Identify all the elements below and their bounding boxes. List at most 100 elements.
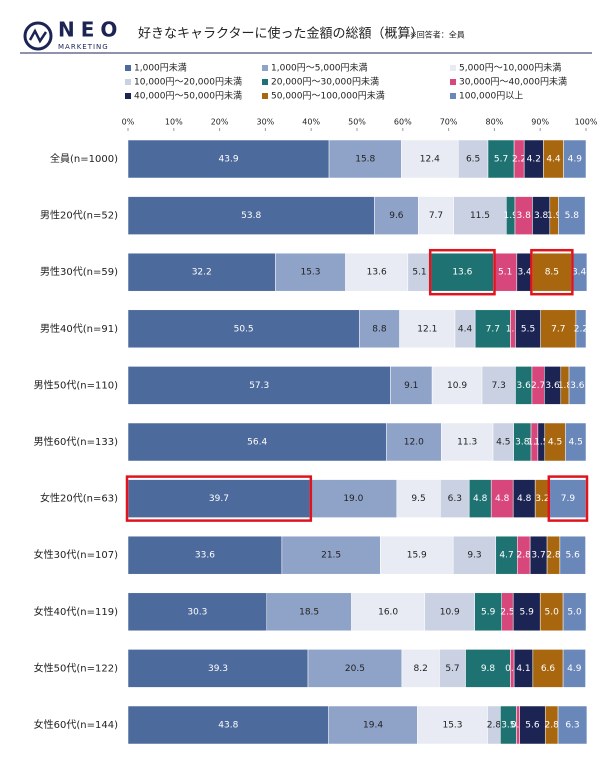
data-label: 3.7 — [531, 551, 545, 561]
data-label: 3.4 — [572, 268, 587, 278]
data-label: 8.5 — [545, 268, 559, 278]
legend-label: 10,000円～20,000円未満 — [134, 76, 242, 88]
x-tick-label: 100% — [575, 118, 598, 127]
x-tick-label: 20% — [211, 118, 229, 127]
data-label: 5.1 — [498, 268, 512, 278]
bar-segment — [424, 592, 475, 632]
x-tick-label: 70% — [440, 118, 458, 127]
bar-segment — [127, 309, 360, 349]
data-label: 11.5 — [470, 211, 490, 221]
data-label: 19.0 — [343, 494, 363, 504]
x-tick-label: 0% — [122, 118, 135, 127]
bar-segment — [345, 252, 409, 292]
data-label: 50.5 — [234, 324, 254, 334]
data-label: 3.6 — [545, 381, 560, 391]
bar-segment — [453, 196, 507, 235]
data-label: 0.7 — [511, 721, 525, 731]
data-label: 4.2 — [527, 155, 541, 165]
data-label: 21.5 — [321, 551, 341, 561]
data-label: 13.6 — [367, 268, 387, 278]
data-label: 6.3 — [565, 721, 579, 731]
bar-segment — [307, 649, 403, 688]
data-label: 9.6 — [389, 211, 404, 221]
highlight-frame — [547, 475, 589, 522]
x-tick-label: 40% — [302, 118, 320, 127]
data-label: 32.2 — [192, 268, 212, 278]
data-label: 18.5 — [299, 607, 319, 617]
data-label: 43.9 — [219, 155, 239, 165]
logo-mark — [28, 28, 48, 44]
data-label: 43.8 — [218, 721, 238, 731]
bar-segment — [127, 535, 283, 575]
data-label: 1.1 — [506, 324, 520, 334]
data-label: 8.8 — [372, 324, 387, 334]
data-label: 39.7 — [209, 494, 229, 504]
bar-segment — [401, 139, 459, 179]
data-label: 7.9 — [561, 494, 576, 504]
data-label: 33.6 — [195, 551, 215, 561]
data-label: 3.4 — [517, 268, 532, 278]
bar-segment — [351, 592, 426, 632]
x-tick-label: 90% — [531, 118, 549, 127]
data-label: 2.7 — [531, 381, 545, 391]
bar-segment — [401, 649, 440, 688]
legend-label: 5,000円～10,000円未満 — [459, 62, 561, 74]
data-label: 7.7 — [486, 324, 500, 334]
data-label: 9.8 — [481, 664, 496, 674]
bar-segment — [540, 309, 577, 349]
data-label: 5.7 — [445, 664, 459, 674]
bar-segment — [328, 705, 418, 745]
data-label: 5.1 — [412, 268, 426, 278]
y-tick-label: 全員(n=1000) — [50, 152, 118, 165]
brand-name: NEO — [58, 18, 123, 42]
bar-segment — [430, 252, 494, 292]
data-label: 9.3 — [467, 551, 481, 561]
data-label: 4.8 — [517, 494, 532, 504]
legend-swatch — [125, 79, 131, 85]
data-label: 15.3 — [442, 721, 462, 731]
data-label: 6.3 — [448, 494, 462, 504]
data-label: 4.1 — [516, 664, 530, 674]
bar-segment — [515, 309, 541, 349]
data-label: 4.9 — [567, 664, 582, 674]
bar-segment — [127, 252, 276, 292]
brand-tagline: MARKETING — [58, 43, 109, 51]
legend-label: 50,000円～100,000円未満 — [271, 90, 385, 102]
bar-segment — [266, 592, 352, 632]
data-label: 57.3 — [249, 381, 269, 391]
data-label: 15.3 — [300, 268, 320, 278]
data-label: 2.8 — [544, 721, 559, 731]
data-label: 4.9 — [568, 155, 583, 165]
data-label: 5.6 — [525, 721, 540, 731]
legend-swatch — [450, 65, 456, 71]
data-label: 2.2 — [512, 155, 526, 165]
data-label: 3.8 — [515, 438, 530, 448]
bar-segment — [474, 592, 502, 632]
data-label: 19.4 — [363, 721, 383, 731]
data-label: 3.2 — [535, 494, 549, 504]
legend-swatch — [125, 93, 131, 99]
chart-title: 好きなキャラクターに使った金額の総額（概算） — [138, 26, 423, 42]
data-label: 3.8 — [534, 211, 549, 221]
data-label: 7.7 — [429, 211, 443, 221]
data-label: 2.8 — [546, 551, 561, 561]
bar-segment — [275, 252, 346, 292]
bar-segment — [127, 479, 311, 518]
bar-segment — [487, 139, 515, 179]
bar-segment — [532, 649, 564, 688]
legend-swatch — [450, 93, 456, 99]
data-label: 1.9 — [547, 211, 562, 221]
bar-segment — [558, 196, 586, 235]
data-label: 6.6 — [541, 664, 556, 674]
bar-segment — [532, 252, 572, 292]
y-tick-label: 男性50代(n=110) — [34, 378, 118, 391]
data-label: 13.6 — [452, 268, 472, 278]
bar-segment — [399, 309, 456, 349]
data-label: 3.6 — [570, 381, 585, 391]
bar-segment — [575, 309, 587, 349]
bar-segment — [127, 196, 375, 235]
data-label: 5.5 — [521, 324, 535, 334]
bar-segment — [418, 196, 454, 235]
data-label: 5.0 — [544, 607, 559, 617]
